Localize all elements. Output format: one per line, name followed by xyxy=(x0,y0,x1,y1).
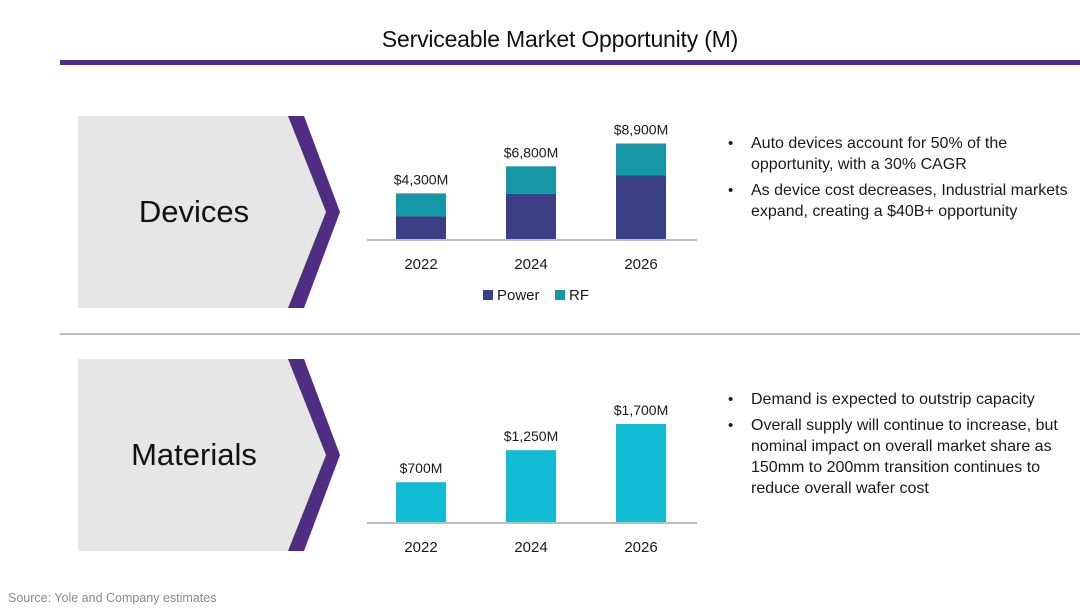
devices-bar-power-2022 xyxy=(396,216,446,240)
chevron-arrow-shape xyxy=(78,116,340,308)
page-title: Serviceable Market Opportunity (M) xyxy=(381,26,739,52)
materials-chart: $700M $1,250M $1,700M 2022 2024 2026 xyxy=(360,390,710,560)
materials-data-label: $700M xyxy=(400,460,443,476)
legend-swatch-power xyxy=(483,290,493,300)
materials-chevron: Materials xyxy=(78,359,340,551)
source-note: Source: Yole and Company estimates xyxy=(8,591,217,605)
materials-bullets: Demand is expected to outstrip capacity … xyxy=(728,389,1073,504)
devices-x-tick-label: 2024 xyxy=(514,256,547,273)
materials-bar-materials-2026 xyxy=(616,423,666,523)
legend-swatch-rf xyxy=(555,290,565,300)
legend-label-rf: RF xyxy=(569,287,589,304)
section-divider xyxy=(60,333,1080,335)
materials-bar-materials-2024 xyxy=(506,450,556,523)
materials-label: Materials xyxy=(131,437,257,472)
devices-data-label: $8,900M xyxy=(614,122,668,138)
devices-bar-rf-2024 xyxy=(506,166,556,194)
materials-chart-svg: $700M $1,250M $1,700M 2022 2024 2026 xyxy=(367,402,697,556)
materials-data-label: $1,700M xyxy=(614,402,668,418)
legend-label-power: Power xyxy=(497,287,540,304)
materials-x-tick-label: 2022 xyxy=(404,539,437,556)
materials-x-tick-label: 2026 xyxy=(624,539,657,556)
materials-bullet: Overall supply will continue to increase… xyxy=(728,415,1073,499)
devices-x-tick-label: 2026 xyxy=(624,256,657,273)
materials-bar-materials-2022 xyxy=(396,482,446,523)
devices-bullet: Auto devices account for 50% of the oppo… xyxy=(728,133,1073,175)
materials-bullet: Demand is expected to outstrip capacity xyxy=(728,389,1073,410)
devices-label: Devices xyxy=(138,194,250,229)
devices-bullet: As device cost decreases, Industrial mar… xyxy=(728,180,1073,222)
devices-bar-rf-2026 xyxy=(616,143,666,176)
materials-data-label: $1,250M xyxy=(504,428,558,444)
title-divider xyxy=(60,60,1080,65)
devices-chart-svg: $4,300M $6,800M $8,900M 2022 2024 2026 Power… xyxy=(367,122,697,304)
devices-x-tick-label: 2022 xyxy=(404,256,437,273)
devices-data-label: $6,800M xyxy=(504,144,558,160)
devices-chevron: Devices xyxy=(78,116,340,308)
devices-bar-power-2026 xyxy=(616,175,666,240)
chevron-arrow-shape xyxy=(78,359,340,551)
devices-chart: $4,300M $6,800M $8,900M 2022 2024 2026 Power… xyxy=(360,110,710,310)
devices-bar-power-2024 xyxy=(506,193,556,240)
materials-x-tick-label: 2024 xyxy=(514,539,547,556)
devices-bar-rf-2022 xyxy=(396,193,446,217)
devices-bullets: Auto devices account for 50% of the oppo… xyxy=(728,133,1073,227)
devices-data-label: $4,300M xyxy=(394,171,448,187)
